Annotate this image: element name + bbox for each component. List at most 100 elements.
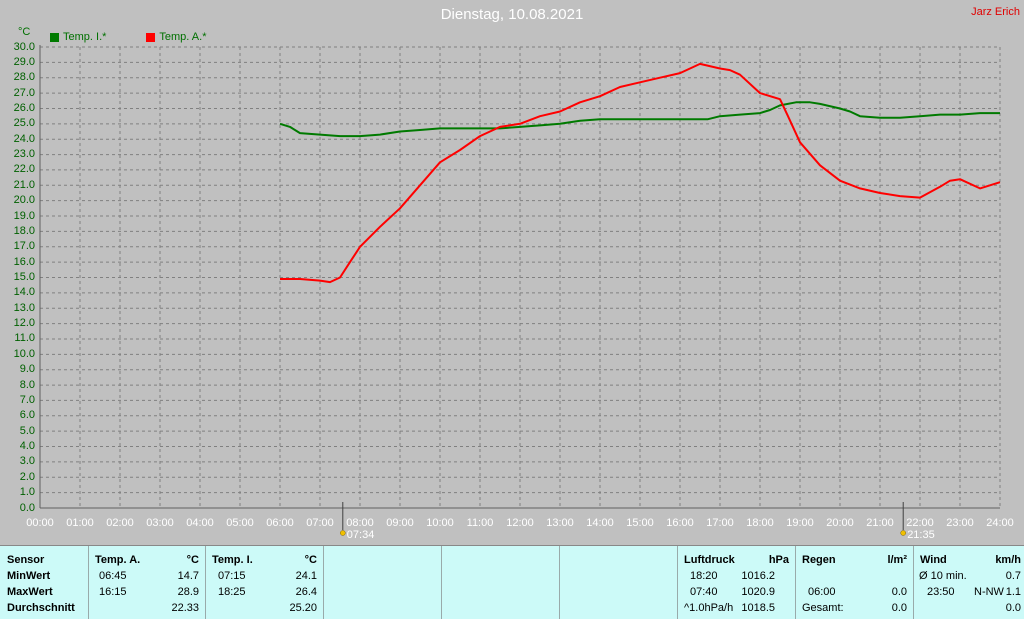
y-tick-label: 1.0: [19, 486, 35, 499]
temperature-chart: [39, 45, 1001, 536]
temp-i-avg: 25.20: [289, 602, 317, 614]
sun-icon: [340, 530, 346, 536]
y-tick-label: 15.0: [13, 271, 35, 283]
x-tick-label: 10:00: [426, 517, 454, 529]
pressure-min-time: 18:20: [690, 570, 718, 582]
temp-a-column: Temp. A. °C 06:45 14.7 16:15 28.9 22.33: [89, 546, 206, 619]
temp-i-column: Temp. I. °C 07:15 24.1 18:25 26.4 25.20: [206, 546, 324, 619]
sensor-column: Sensor MinWert MaxWert Durchschnitt: [0, 546, 89, 619]
chart-series: [279, 62, 1001, 284]
y-tick-label: 9.0: [19, 363, 35, 376]
y-tick-label: 30.0: [13, 40, 35, 53]
y-tick-label: 8.0: [19, 378, 35, 391]
pressure-min: 1016.2: [741, 570, 775, 582]
y-tick-label: 13.0: [13, 301, 35, 314]
rain-header: Regen: [802, 554, 836, 566]
y-tick-label: 10.0: [13, 347, 35, 360]
wind-column: Wind km/h Ø 10 min. 0.7 23:50 N-NW 1.1 0…: [914, 546, 1024, 619]
chart-legend: Temp. I.* Temp. A.*: [50, 31, 206, 43]
temp-i-min: 24.1: [295, 570, 317, 582]
y-tick-label: 0.0: [19, 501, 35, 514]
temp-i-min-time: 07:15: [218, 570, 246, 582]
y-tick-label: 28.0: [13, 71, 35, 84]
y-tick-label: 19.0: [13, 209, 35, 222]
row-label-min: MinWert: [7, 570, 51, 582]
x-tick-label: 21:00: [866, 517, 894, 529]
empty-column-1: [324, 546, 442, 619]
x-tick-label: 02:00: [106, 517, 134, 529]
pressure-header: Luftdruck: [684, 554, 735, 566]
x-tick-label: 19:00: [786, 517, 814, 529]
x-tick-label: 15:00: [626, 517, 654, 529]
series-line-temp-a: [280, 62, 1001, 284]
author-label: Jarz Erich: [971, 6, 1020, 18]
chart-title: Dienstag, 10.08.2021: [440, 6, 584, 23]
y-tick-label: 5.0: [19, 424, 35, 437]
x-tick-label: 04:00: [186, 517, 214, 529]
rain-row2: 0.0: [891, 586, 907, 598]
y-tick-label: 7.0: [19, 393, 35, 406]
pressure-max-time: 07:40: [690, 586, 718, 598]
wind-max-dir: N-NW: [974, 586, 1004, 598]
y-tick-label: 16.0: [13, 255, 35, 268]
temp-a-min: 14.7: [177, 570, 199, 582]
row-label-avg: Durchschnitt: [7, 602, 75, 614]
rain-row2-time: 06:00: [808, 586, 836, 598]
wind-unit: km/h: [995, 554, 1021, 566]
chart-axes: [39, 45, 1000, 509]
x-tick-label: 14:00: [586, 517, 614, 529]
pressure-unit: hPa: [768, 554, 789, 566]
temp-a-header: Temp. A.: [95, 554, 141, 566]
x-tick-label: 16:00: [666, 517, 694, 529]
rain-total-label: Gesamt:: [802, 602, 844, 614]
x-tick-label: 09:00: [386, 517, 414, 529]
x-tick-label: 23:00: [946, 517, 974, 529]
y-axis-unit: °C: [18, 26, 31, 38]
wind-max-time: 23:50: [927, 586, 955, 598]
x-tick-label: 06:00: [266, 517, 294, 529]
stats-table: Sensor MinWert MaxWert Durchschnitt Temp…: [0, 545, 1024, 619]
row-label-max: MaxWert: [7, 586, 53, 598]
legend-label-temp-i: Temp. I.*: [63, 31, 107, 43]
temp-i-header: Temp. I.: [212, 554, 253, 566]
y-tick-label: 24.0: [13, 132, 35, 145]
sun-marker-label: 21:35: [907, 529, 935, 541]
wind-avg-label: Ø 10 min.: [919, 570, 967, 582]
chart-sun-markers: [340, 502, 906, 536]
temp-a-unit: °C: [186, 554, 199, 566]
y-tick-label: 3.0: [19, 455, 35, 468]
wind-avg: 0.7: [1005, 570, 1021, 582]
x-tick-label: 24:00: [986, 517, 1014, 529]
legend-item-temp-i: Temp. I.*: [50, 31, 106, 43]
x-tick-label: 13:00: [546, 517, 574, 529]
temp-a-avg: 22.33: [171, 602, 199, 614]
temp-a-max-time: 16:15: [99, 586, 127, 598]
pressure-column: Luftdruck hPa 18:20 1016.2 07:40 1020.9 …: [678, 546, 796, 619]
pressure-current: 1018.5: [741, 602, 775, 614]
y-tick-label: 12.0: [13, 317, 35, 330]
sensor-header: Sensor: [7, 554, 45, 566]
x-tick-label: 20:00: [826, 517, 854, 529]
temp-i-max: 26.4: [295, 586, 317, 598]
x-tick-label: 17:00: [706, 517, 734, 529]
temp-a-min-time: 06:45: [99, 570, 127, 582]
wind-max: 1.1: [1005, 586, 1021, 598]
rain-total: 0.0: [891, 602, 907, 614]
sun-marker-label: 07:34: [346, 529, 375, 541]
x-tick-label: 01:00: [66, 517, 94, 529]
y-tick-label: 23.0: [13, 148, 35, 161]
y-tick-label: 21.0: [13, 178, 35, 191]
empty-column-2: [442, 546, 560, 619]
y-tick-label: 22.0: [13, 163, 35, 176]
y-tick-label: 27.0: [13, 86, 35, 99]
x-tick-label: 03:00: [146, 517, 174, 529]
rain-unit: l/m²: [887, 554, 907, 566]
temp-i-unit: °C: [304, 554, 317, 566]
empty-column-3: [560, 546, 678, 619]
chart-grid: [40, 46, 1001, 508]
pressure-trend-label: ^1.0hPa/h: [684, 602, 734, 614]
x-tick-label: 00:00: [26, 517, 54, 529]
temp-i-max-time: 18:25: [218, 586, 246, 598]
legend-swatch-temp-i: [50, 32, 59, 42]
y-tick-label: 2.0: [19, 470, 35, 483]
